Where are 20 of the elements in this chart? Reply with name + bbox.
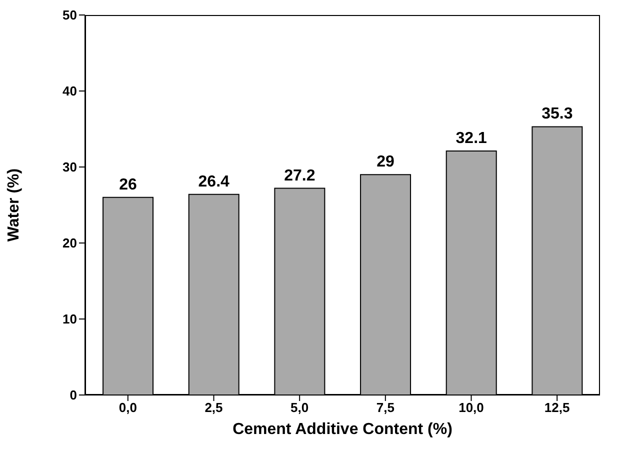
data-label: 26 — [119, 176, 138, 194]
y-tick-label: 40 — [62, 84, 77, 99]
data-label: 29 — [376, 154, 395, 171]
data-label: 26.4 — [198, 173, 230, 190]
x-tick-label: 12,5 — [544, 400, 570, 416]
x-tick-label: 0,0 — [118, 400, 137, 416]
data-label: 27.2 — [284, 167, 316, 184]
data-label: 35.3 — [542, 106, 573, 123]
x-tick-label: 10,0 — [458, 400, 484, 416]
y-tick-label: 50 — [62, 8, 77, 23]
x-tick-label: 5,0 — [290, 400, 309, 416]
y-tick-label: 30 — [62, 160, 77, 175]
x-axis-title: Cement Additive Content (%) — [232, 421, 452, 438]
y-tick-label: 20 — [62, 236, 77, 251]
y-tick-label: 0 — [70, 388, 77, 403]
y-axis-title: Water (%) — [6, 168, 23, 242]
data-label: 32.1 — [456, 130, 488, 148]
y-tick-label: 10 — [62, 312, 77, 327]
x-tick-label: 2,5 — [204, 400, 223, 416]
x-tick-label: 7,5 — [376, 400, 394, 416]
